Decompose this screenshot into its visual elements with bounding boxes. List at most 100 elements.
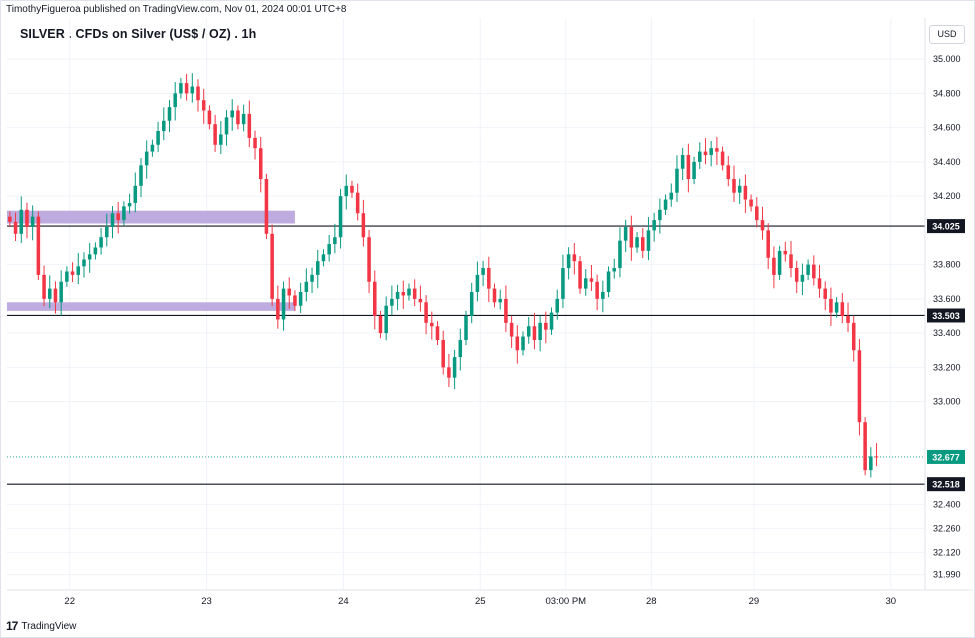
y-tick-label: 33.400	[933, 328, 961, 338]
candle-body	[321, 254, 326, 262]
candle-body	[658, 209, 662, 221]
candle-body	[361, 213, 366, 238]
candle-body	[310, 274, 314, 282]
candle-body	[424, 302, 428, 323]
candle-body	[692, 161, 696, 179]
candle-body	[469, 292, 474, 316]
candle-body	[487, 268, 491, 289]
candle-body	[680, 155, 685, 169]
candle-body	[30, 216, 35, 227]
candle-body	[766, 230, 770, 258]
candle-body	[709, 148, 713, 156]
candle-body	[327, 244, 331, 255]
candle-body	[829, 298, 833, 313]
candle-body	[213, 124, 217, 145]
candle-body	[87, 254, 92, 260]
candle-body	[555, 298, 559, 313]
candle-body	[298, 292, 303, 306]
footer: 17 TradingView	[6, 619, 76, 633]
level-label: 32.518	[932, 480, 960, 490]
candle-body	[566, 254, 571, 269]
candle-body	[874, 456, 879, 458]
y-tick-label: 34.200	[933, 191, 961, 201]
candle-body	[110, 213, 115, 227]
y-tick-label: 34.400	[933, 157, 961, 167]
y-tick-label: 31.990	[933, 570, 961, 580]
publish-info: TimothyFigueroa published on TradingView…	[6, 4, 347, 15]
candle-body	[65, 271, 69, 282]
last-price-label: 32.677	[932, 452, 960, 462]
supply-demand-zone	[7, 302, 295, 311]
candle-body	[840, 302, 845, 316]
candle-body	[93, 247, 98, 255]
candle-body	[224, 117, 229, 135]
candle-body	[538, 322, 542, 340]
level-label: 33.503	[932, 311, 960, 321]
y-tick-label: 32.400	[933, 499, 961, 509]
candle-body	[823, 288, 827, 299]
candle-body	[355, 192, 360, 214]
tradingview-logo-icon[interactable]: 17	[6, 619, 18, 633]
candle-body	[663, 199, 668, 210]
candle-body	[760, 220, 765, 231]
candle-body	[794, 268, 799, 282]
candle-body	[150, 144, 155, 152]
candle-body	[59, 281, 63, 303]
candle-body	[509, 322, 514, 337]
candle-body	[167, 107, 172, 121]
candle-body	[190, 86, 195, 94]
candle-body	[435, 326, 440, 340]
y-tick-label: 35.000	[933, 54, 961, 64]
candlestick-series	[8, 73, 879, 478]
candle-body	[344, 185, 349, 197]
candle-body	[122, 206, 126, 221]
candle-body	[36, 216, 41, 275]
price-axis: 35.000 34.800 34.600 34.400 34.200 33.800 33.6…	[924, 18, 961, 590]
supply-demand-zone	[7, 210, 295, 224]
candle-body	[384, 305, 388, 334]
y-tick-label: 33.600	[933, 294, 961, 304]
candle-body	[458, 339, 463, 358]
candle-body	[675, 168, 679, 193]
candle-body	[127, 202, 132, 207]
candle-body	[544, 322, 548, 330]
y-tick-label: 32.260	[933, 523, 961, 533]
candle-body	[526, 326, 531, 337]
candle-body	[572, 254, 577, 262]
candle-body	[105, 226, 109, 238]
candle-body	[270, 233, 274, 299]
x-tick-label: 25	[475, 596, 486, 607]
y-tick-label: 34.600	[933, 123, 961, 133]
candle-body	[236, 110, 240, 125]
candle-body	[430, 322, 434, 327]
level-label: 34.025	[932, 222, 960, 232]
candle-body	[293, 295, 297, 306]
candle-body	[452, 357, 457, 378]
candle-body	[561, 268, 565, 299]
y-tick-label: 33.200	[933, 362, 961, 372]
candle-body	[869, 456, 873, 471]
candle-body	[82, 259, 86, 267]
candle-body	[47, 288, 52, 299]
candle-body	[464, 316, 468, 340]
candle-body	[698, 151, 702, 162]
candle-body	[395, 292, 400, 299]
candle-body	[703, 151, 708, 156]
candle-body	[196, 86, 200, 101]
candle-body	[851, 322, 856, 351]
candle-body	[247, 113, 252, 138]
y-tick-label: 33.000	[933, 397, 961, 407]
candle-body	[258, 148, 263, 179]
candle-body	[640, 237, 645, 251]
candle-body	[350, 185, 354, 193]
candle-body	[219, 134, 223, 145]
candle-body	[492, 288, 497, 303]
candle-body	[749, 199, 753, 207]
candle-body	[623, 226, 628, 241]
candle-body	[19, 209, 24, 234]
candle-body	[407, 288, 411, 296]
candle-body	[139, 165, 143, 186]
currency-button[interactable]: USD	[929, 25, 965, 44]
y-tick-label: 34.800	[933, 88, 961, 98]
